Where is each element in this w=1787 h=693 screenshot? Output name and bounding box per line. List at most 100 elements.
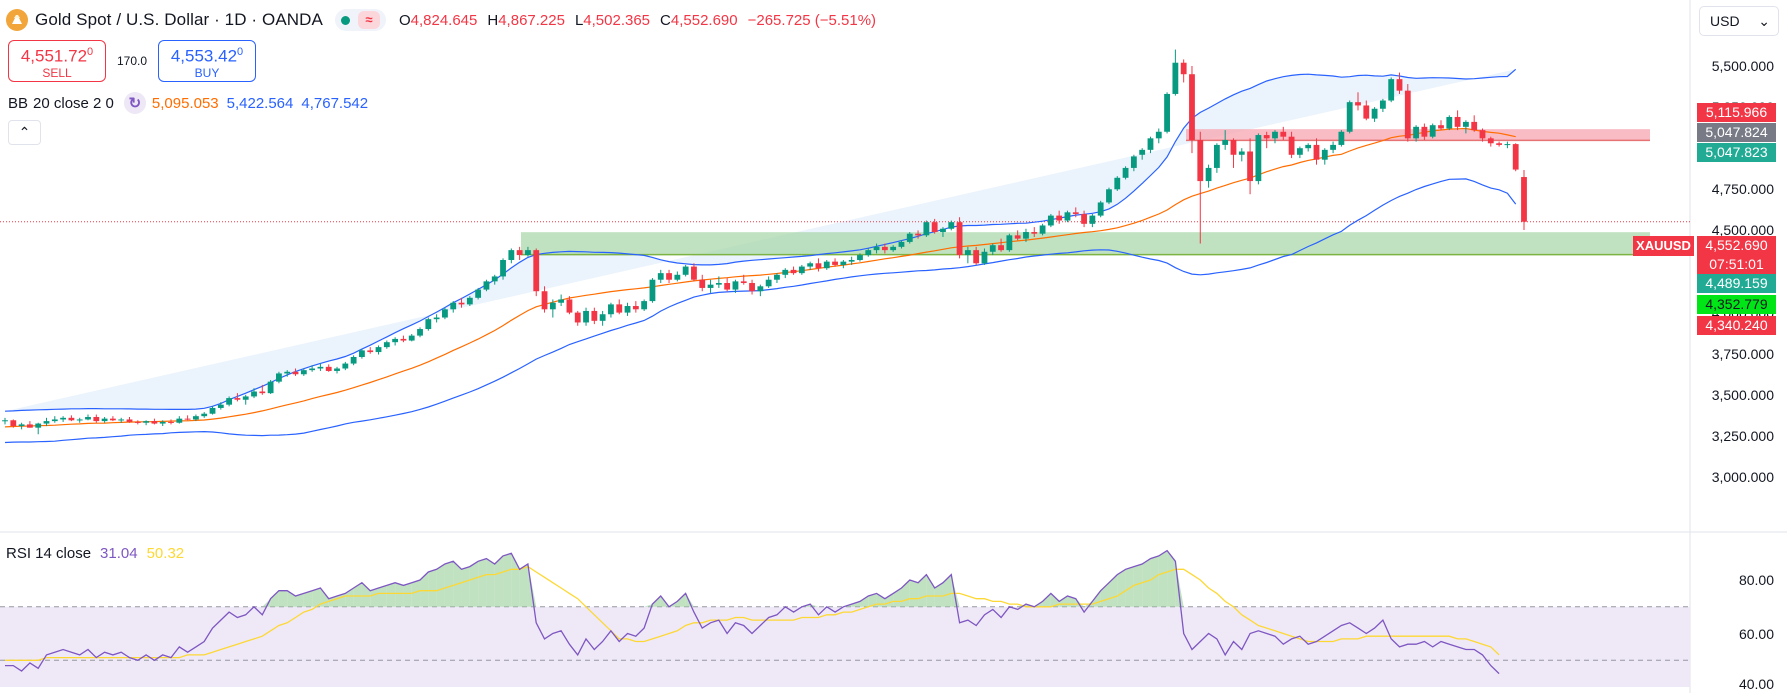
- candle-body: [159, 421, 166, 424]
- candle-body: [1047, 215, 1054, 226]
- rsi-overbought-fill: [503, 553, 512, 607]
- candle-body: [483, 281, 490, 290]
- candle-body: [549, 302, 556, 310]
- candle-body: [458, 302, 465, 305]
- buy-button[interactable]: 4,553.420 BUY: [158, 40, 256, 82]
- candle-body: [591, 310, 598, 321]
- candle-body: [143, 421, 150, 423]
- candle-body: [964, 250, 971, 256]
- rsi-band-fill: [0, 606, 1690, 687]
- candle-body: [1504, 144, 1511, 146]
- bb-basis-line: [4, 127, 1516, 428]
- rsi-overbought-fill: [1117, 569, 1126, 607]
- candle-body: [1130, 156, 1137, 168]
- rsi-overbought-fill: [278, 590, 288, 607]
- candle-body: [923, 222, 930, 236]
- candle-body: [1396, 79, 1403, 91]
- candle-body: [649, 279, 656, 302]
- candle-body: [217, 404, 224, 408]
- candle-body: [201, 413, 208, 417]
- candle-body: [1205, 167, 1212, 182]
- rsi-overbought-fill: [1133, 563, 1143, 607]
- candle-body: [500, 259, 506, 277]
- rsi-overbought-fill: [403, 582, 412, 607]
- candle-body: [466, 297, 473, 305]
- rsi-ma-line: [5, 565, 1500, 661]
- chart-header: Gold Spot / U.S. Dollar · 1D · OANDA ≈ O…: [0, 0, 1690, 40]
- rsi-overbought-fill: [461, 566, 470, 607]
- bb-basis-value: 5,095.053: [151, 94, 219, 112]
- candle-body: [1454, 116, 1461, 127]
- rsi-overbought-fill: [926, 574, 935, 607]
- candle-body: [325, 366, 332, 371]
- bb-upper-value: 5,422.564: [226, 94, 294, 112]
- candle-body: [408, 335, 415, 341]
- rsi-overbought-fill: [478, 558, 487, 607]
- collapse-legend-button[interactable]: ⌃: [8, 120, 41, 145]
- candle-body: [134, 421, 141, 423]
- market-status[interactable]: ≈: [334, 9, 386, 31]
- candle-body: [359, 350, 365, 357]
- candle-body: [533, 250, 540, 292]
- candle-body: [1305, 144, 1312, 149]
- rsi-overbought-fill: [934, 582, 943, 607]
- data-status-icon[interactable]: ≈: [357, 11, 380, 29]
- candle-body: [334, 368, 340, 371]
- symbol-title[interactable]: Gold Spot / U.S. Dollar · 1D · OANDA: [35, 10, 323, 29]
- candle-body: [491, 276, 498, 282]
- currency-selector[interactable]: USD ⌄: [1699, 6, 1779, 36]
- candle-body: [259, 391, 266, 394]
- price-tick-label: 3,750.000: [1711, 345, 1774, 362]
- rsi-overbought-fill: [295, 593, 304, 607]
- candle-body: [1388, 79, 1395, 101]
- candle-body: [1081, 213, 1087, 224]
- rsi-overbought-fill: [1042, 593, 1051, 607]
- rsi-overbought-fill: [1050, 593, 1060, 607]
- candle-body: [599, 314, 606, 321]
- candle-body: [1313, 144, 1320, 160]
- price-tick-label: 4,500.000: [1711, 222, 1774, 239]
- candle-body: [60, 417, 67, 420]
- candle-body: [657, 273, 664, 280]
- bb-params: 20 close 2 0: [33, 94, 114, 112]
- rsi-overbought-fill: [868, 593, 877, 607]
- candle-body: [807, 263, 814, 267]
- rsi-overbought-fill: [677, 593, 686, 607]
- candle-body: [583, 310, 589, 323]
- candle-body: [1379, 100, 1386, 109]
- candle-body: [276, 373, 282, 382]
- rsi-legend[interactable]: RSI 14 close 31.04 50.32: [6, 545, 184, 562]
- low-value: 4,502.365: [583, 11, 651, 29]
- candle-body: [342, 363, 349, 369]
- price-tag: 07:51:01: [1697, 255, 1776, 274]
- candle-body: [1230, 139, 1237, 155]
- refresh-icon[interactable]: ↻: [123, 92, 146, 114]
- gold-symbol-icon[interactable]: [6, 9, 28, 31]
- candle-body: [1180, 62, 1187, 75]
- candle-body: [790, 269, 797, 274]
- open-value: 4,824.645: [410, 11, 478, 29]
- bb-legend[interactable]: BB 20 close 2 0 ↻ 5,095.053 5,422.564 4,…: [8, 92, 368, 114]
- market-open-dot-icon: [340, 15, 350, 25]
- support-zone[interactable]: [521, 232, 1650, 255]
- candle-body: [1429, 125, 1436, 137]
- candle-body: [823, 261, 830, 269]
- candle-body: [989, 245, 996, 252]
- candle-body: [1197, 139, 1204, 182]
- rsi-tick-label: 80.00: [1738, 572, 1774, 588]
- candle-body: [931, 222, 938, 233]
- candle-body: [2, 420, 8, 422]
- rsi-overbought-fill: [1142, 558, 1151, 607]
- candle-body: [442, 309, 448, 318]
- rsi-overbought-fill: [312, 588, 321, 607]
- candle-body: [1014, 235, 1021, 239]
- candle-body: [915, 233, 921, 236]
- candle-body: [608, 304, 614, 315]
- candle-body: [574, 312, 581, 323]
- sell-button[interactable]: 4,551.720 SELL: [8, 40, 106, 82]
- rsi-overbought-fill: [469, 561, 479, 607]
- candle-body: [18, 424, 25, 427]
- rsi-overbought-fill: [918, 574, 927, 607]
- candle-body: [1255, 135, 1262, 182]
